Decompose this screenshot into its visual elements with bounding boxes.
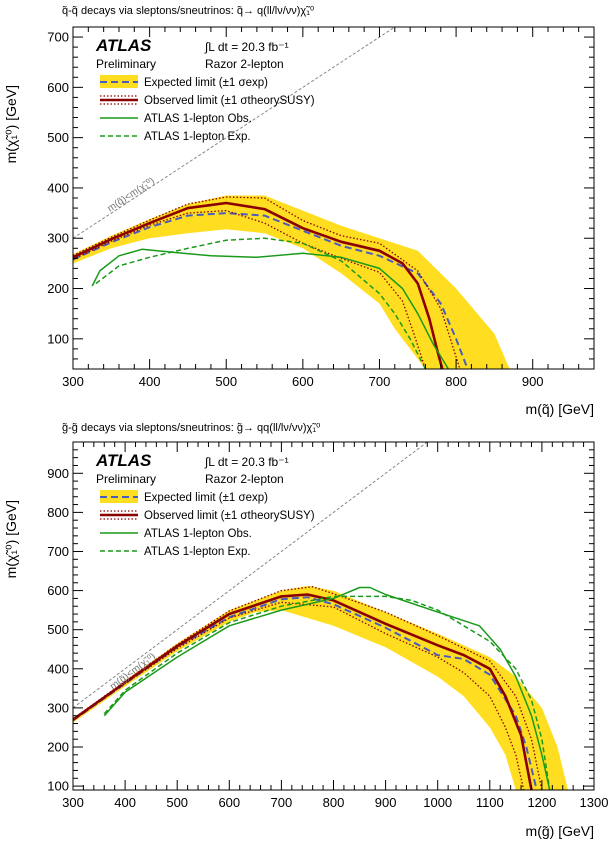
legend-label: ATLAS 1-lepton Exp. [144, 131, 251, 143]
x-tick-label: 300 [62, 795, 84, 810]
x-tick-label: 600 [292, 374, 314, 389]
legend-entry-expected: Expected limit (±1 σexp) [100, 75, 268, 89]
x-tick-label: 500 [215, 374, 237, 389]
legend-entry-observed: Observed limit (±1 σtheorySUSY) [100, 510, 315, 522]
y-tick-label: 700 [47, 544, 69, 559]
series-obs_up-line [73, 196, 461, 369]
legend-label: Expected limit (±1 σexp) [144, 77, 268, 89]
legend-entry-expected: Expected limit (±1 σexp) [100, 490, 268, 504]
chart-title: q̃-q̃ decays via sleptons/sneutrinos: q̃… [62, 5, 315, 17]
analysis-label: Razor 2-lepton [205, 472, 284, 486]
legend-entry-observed: Observed limit (±1 σtheorySUSY) [100, 95, 315, 107]
status-label: Preliminary [96, 57, 156, 71]
x-tick-label: 900 [375, 795, 397, 810]
y-tick-label: 600 [47, 80, 69, 95]
y-tick-label: 400 [47, 661, 69, 676]
x-tick-label: 800 [445, 374, 467, 389]
x-tick-label: 400 [114, 795, 136, 810]
y-tick-label: 400 [47, 180, 69, 195]
expected-limit-band [73, 195, 510, 369]
x-tick-label: 900 [522, 374, 544, 389]
legend-entry-obs1l: ATLAS 1-lepton Obs. [100, 528, 252, 540]
legend-label: ATLAS 1-lepton Exp. [144, 546, 251, 558]
x-tick-label: 1300 [580, 795, 609, 810]
analysis-label: Razor 2-lepton [205, 57, 284, 71]
x-tick-label: 1100 [476, 795, 504, 810]
x-tick-label: 400 [139, 374, 161, 389]
status-label: Preliminary [96, 472, 156, 486]
x-tick-label: 500 [166, 795, 188, 810]
experiment-label: ATLAS [95, 451, 152, 470]
x-tick-label: 1200 [527, 795, 556, 810]
x-tick-label: 600 [218, 795, 240, 810]
x-axis-label: m(q̃) [GeV] [526, 401, 594, 417]
luminosity-label: ∫L dt = 20.3 fb⁻¹ [204, 40, 289, 54]
legend-label: Observed limit (±1 σtheorySUSY) [144, 510, 315, 522]
y-tick-label: 100 [47, 331, 69, 346]
experiment-label: ATLAS [95, 36, 152, 55]
chart-title: g̃-g̃ decays via sleptons/sneutrinos: g̃… [62, 422, 321, 434]
legend-entry-exp1l: ATLAS 1-lepton Exp. [100, 131, 251, 143]
chart-panel-2: 300 400 500 600 700 800 900 1000 1100 1200 1300 100… [3, 422, 609, 839]
series-expected-line [73, 212, 469, 369]
legend-entry-exp1l: ATLAS 1-lepton Exp. [100, 546, 251, 558]
x-axis-label: m(g̃) [GeV] [526, 823, 594, 839]
x-tick-label: 700 [369, 374, 391, 389]
y-axis-label: m(χ̃₁⁰) [GeV] [3, 85, 19, 163]
y-tick-label: 200 [47, 739, 69, 754]
kinematic-diagonal [73, 442, 429, 709]
y-tick-label: 100 [47, 779, 69, 794]
chart-panel-1: 300 400 500 600 700 800 900 100 200 300 400 500 600 7… [3, 5, 595, 417]
series-obs_down-line [73, 209, 427, 369]
legend-label: Expected limit (±1 σexp) [144, 492, 268, 504]
legend-band-swatch [100, 490, 138, 503]
y-tick-label: 600 [47, 583, 69, 598]
y-axis-label: m(χ̃₁⁰) [GeV] [3, 500, 19, 578]
y-tick-label: 500 [47, 130, 69, 145]
luminosity-label: ∫L dt = 20.3 fb⁻¹ [204, 455, 289, 469]
series-obs_down-line [73, 601, 525, 790]
legend-band-swatch [100, 75, 138, 88]
y-tick-label: 700 [47, 30, 69, 45]
legend-entry-obs1l: ATLAS 1-lepton Obs. [100, 113, 252, 125]
plot-area [73, 442, 568, 790]
legend-label: Observed limit (±1 σtheorySUSY) [144, 95, 315, 107]
y-tick-label: 300 [47, 700, 69, 715]
kinematic-diagonal [73, 27, 396, 239]
plot-area [73, 27, 510, 369]
series-exp1l-line [95, 237, 427, 369]
legend-label: ATLAS 1-lepton Obs. [144, 113, 252, 125]
diagonal-label: m(q̃)<m(χ̃₁⁰) [106, 176, 157, 215]
y-tick-label: 500 [47, 622, 69, 637]
x-tick-label: 800 [323, 795, 345, 810]
series-exp1l-line [103, 595, 551, 790]
legend: Expected limit (±1 σexp) Observed limit (… [100, 490, 315, 558]
y-tick-label: 300 [47, 231, 69, 246]
y-tick-label: 800 [47, 505, 69, 520]
series-obs1l-line [103, 586, 551, 790]
series-observed-line [73, 201, 444, 369]
series-obs1l-line [91, 248, 450, 369]
legend-label: ATLAS 1-lepton Obs. [144, 528, 252, 540]
legend: Expected limit (±1 σexp) Observed limit (… [100, 75, 315, 143]
x-tick-label: 1000 [423, 795, 452, 810]
series-observed-line [73, 593, 533, 790]
x-tick-label: 700 [271, 795, 293, 810]
x-tick-label: 300 [62, 374, 84, 389]
y-tick-label: 200 [47, 281, 69, 296]
y-tick-label: 900 [47, 466, 69, 481]
expected-limit-band [73, 585, 568, 790]
